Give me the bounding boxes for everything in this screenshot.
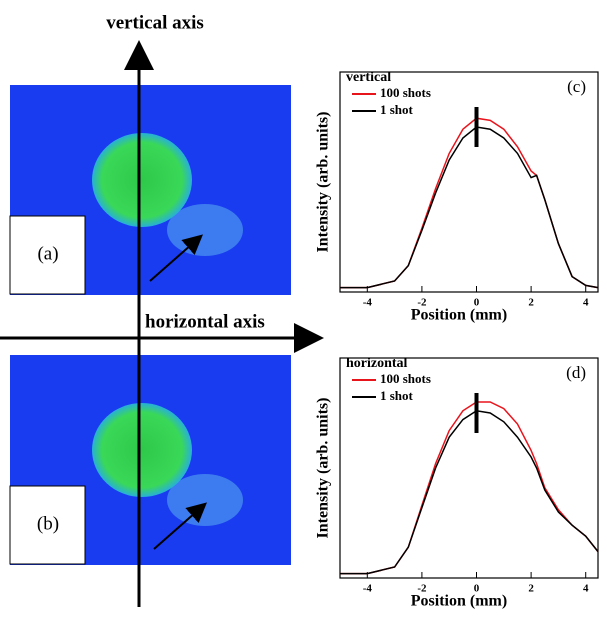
y-axis-label: Intensity (arb. units) bbox=[315, 112, 332, 253]
x-tick-label: -2 bbox=[417, 297, 427, 309]
plot-frame bbox=[339, 357, 599, 579]
legend-label: 1 shot bbox=[380, 102, 414, 117]
axis-caption: horizontal axis bbox=[145, 311, 265, 332]
x-tick-label: 2 bbox=[528, 583, 534, 595]
x-axis-label: Position (mm) bbox=[411, 593, 507, 610]
data-line bbox=[340, 126, 599, 289]
x-tick-label: -2 bbox=[417, 583, 427, 595]
legend-title: horizontal bbox=[346, 356, 408, 371]
data-line bbox=[340, 410, 599, 575]
x-tick-label: 0 bbox=[474, 297, 480, 309]
y-axis-label: Intensity (arb. units) bbox=[315, 398, 332, 539]
x-tick-label: -4 bbox=[363, 297, 373, 309]
legend-label: 100 shots bbox=[380, 371, 431, 386]
panel-label: (a) bbox=[37, 243, 58, 264]
axis-caption: vertical axis bbox=[106, 12, 204, 33]
panel-label: (c) bbox=[567, 77, 586, 96]
image-a bbox=[9, 85, 291, 295]
panel-label: (d) bbox=[566, 363, 586, 382]
x-tick-label: -4 bbox=[363, 583, 373, 595]
legend-title: vertical bbox=[346, 70, 391, 85]
x-tick-label: 4 bbox=[583, 297, 589, 309]
x-axis-label: Position (mm) bbox=[411, 307, 507, 324]
data-line bbox=[340, 401, 599, 575]
legend-label: 100 shots bbox=[380, 85, 431, 100]
data-line bbox=[340, 117, 599, 289]
x-tick-label: 4 bbox=[583, 583, 589, 595]
panel-label: (b) bbox=[37, 513, 59, 534]
x-tick-label: 2 bbox=[528, 297, 534, 309]
x-tick-label: 0 bbox=[474, 583, 480, 595]
image-b bbox=[9, 355, 291, 565]
legend-label: 1 shot bbox=[380, 388, 414, 403]
plot-frame bbox=[339, 71, 599, 293]
